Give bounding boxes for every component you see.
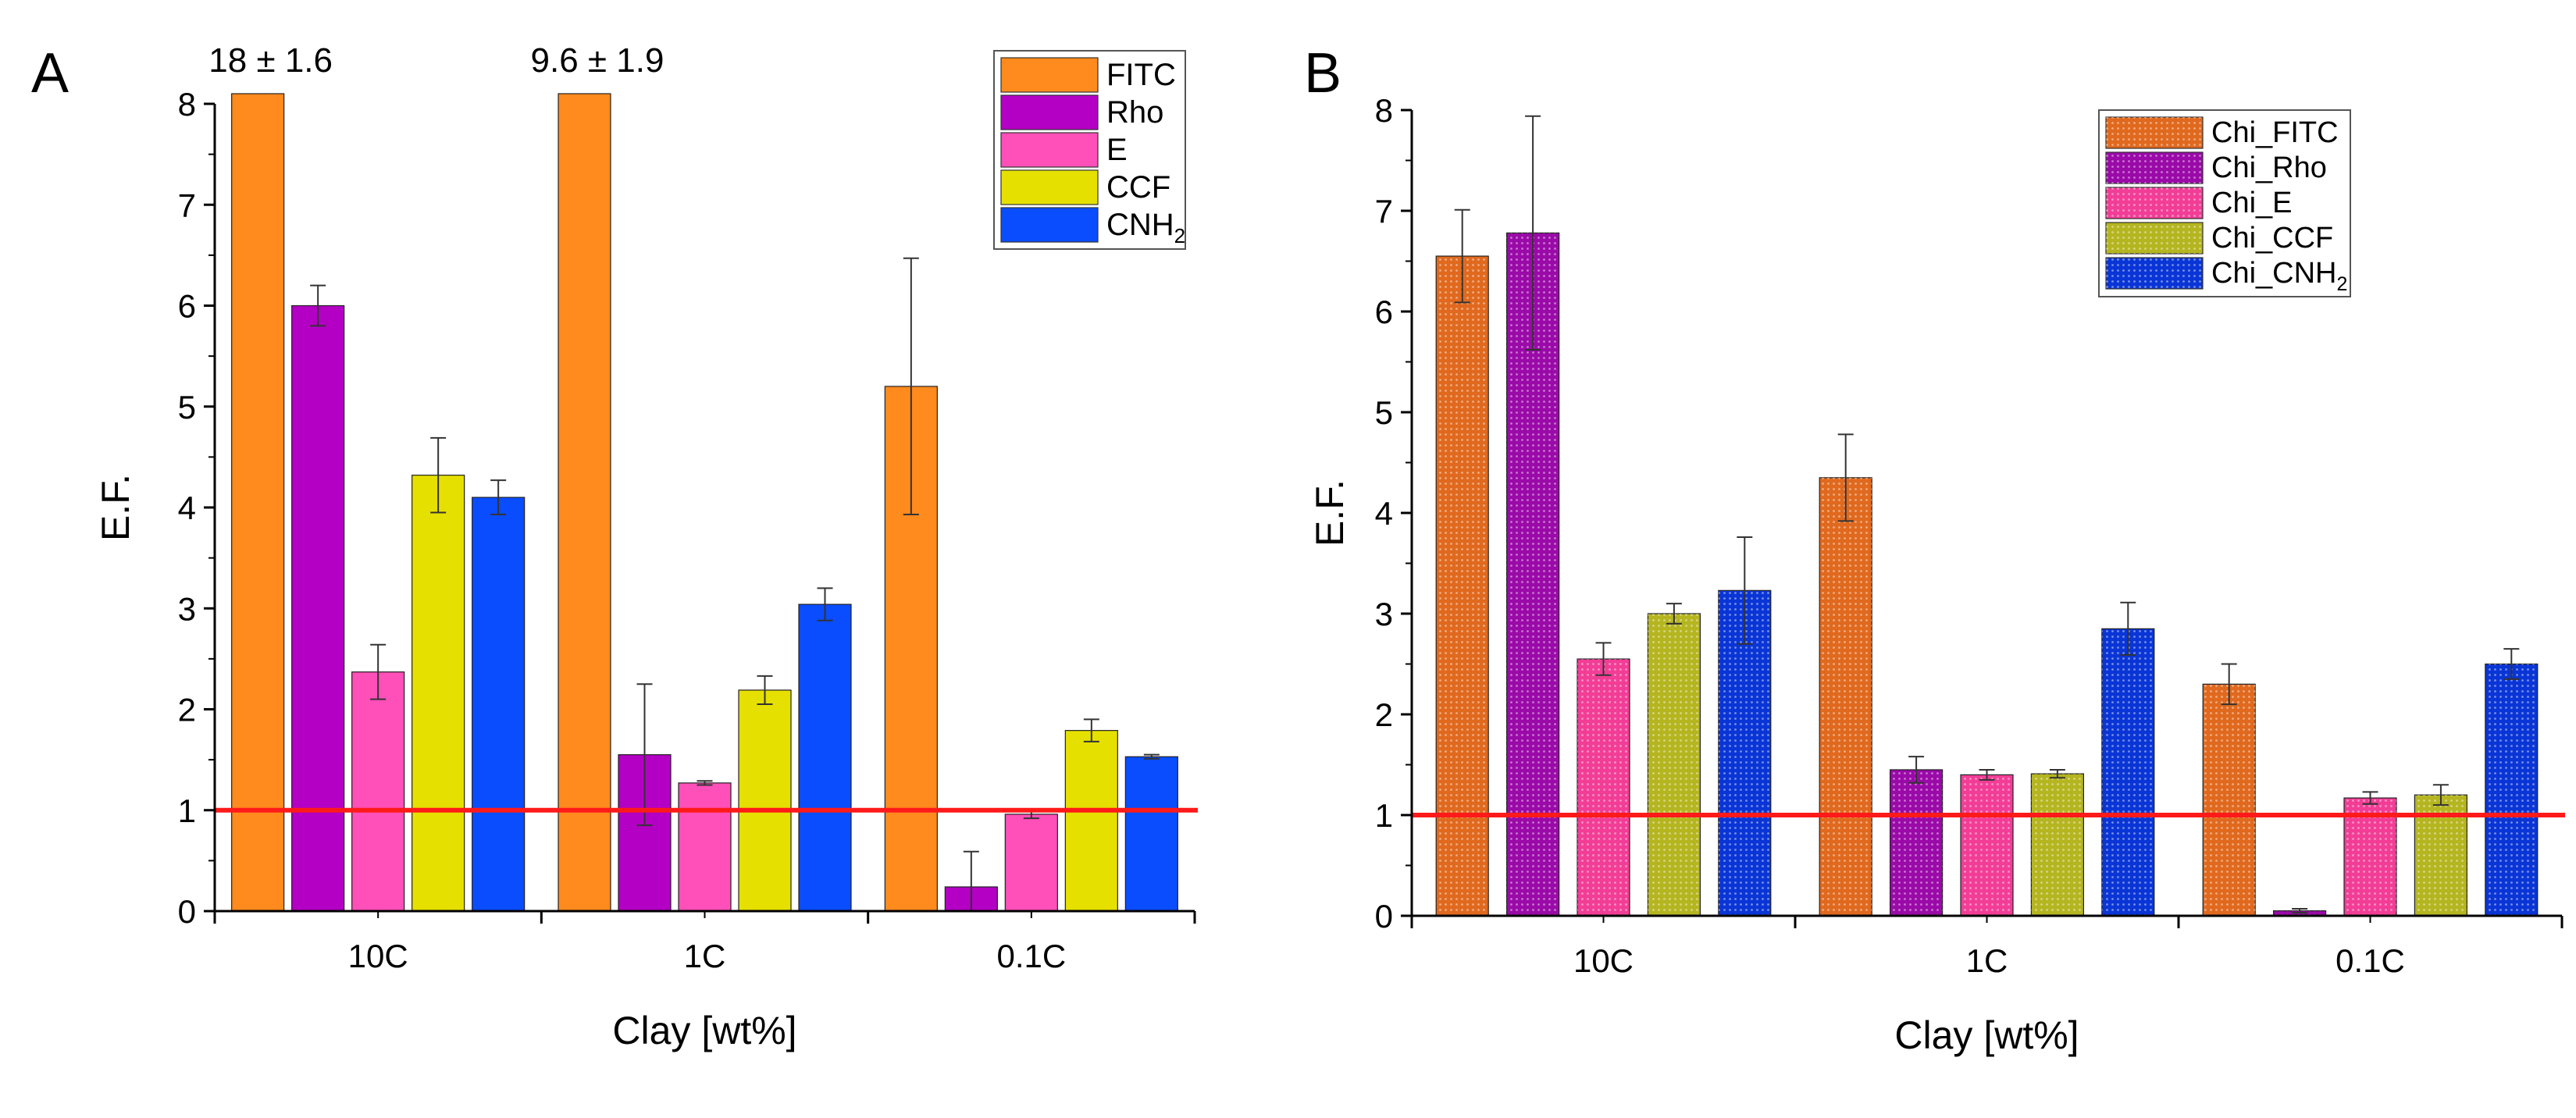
bar [678, 782, 732, 912]
legend-label-main: CCF [1106, 170, 1170, 205]
bar [291, 304, 345, 912]
legend-swatch-texture [2106, 117, 2203, 148]
bar-texture [2485, 664, 2538, 916]
legend-label: Chi_FITC [2211, 116, 2339, 149]
y-tick-label: 0 [1375, 898, 1393, 935]
bar-texture [2203, 684, 2256, 916]
legend-label-main: Chi_CCF [2211, 222, 2333, 255]
legend-label-main: Rho [1106, 95, 1163, 130]
bar [412, 475, 465, 912]
y-tick-label: 3 [1375, 596, 1393, 632]
panel-label: B [1304, 42, 1341, 105]
legend-label: Chi_CNH2 [2211, 257, 2347, 295]
y-tick-label: 0 [178, 893, 196, 930]
legend-label: CCF [1106, 170, 1170, 205]
bar-texture [1890, 769, 1943, 916]
bar [798, 604, 852, 912]
legend-label: Chi_Rho [2211, 151, 2327, 184]
bar-texture [1819, 477, 1872, 916]
y-tick-label: 3 [178, 590, 196, 627]
legend-swatch [1000, 207, 1099, 243]
y-tick-label: 6 [178, 288, 196, 325]
legend-label-subscript: 2 [1174, 224, 1185, 247]
bar [472, 497, 526, 912]
legend-label-main: Chi_CNH [2211, 257, 2336, 290]
y-tick-label: 8 [178, 86, 196, 123]
legend-label-main: E [1106, 133, 1128, 167]
y-tick-label: 5 [178, 389, 196, 425]
legend-swatch-texture [2106, 187, 2203, 219]
legend-label-main: CNH [1106, 208, 1174, 242]
legend-swatch [1000, 57, 1099, 93]
y-tick-label: 4 [1375, 495, 1393, 532]
bar-texture [1961, 774, 2013, 916]
legend-label-main: Chi_Rho [2211, 151, 2327, 184]
bar [1004, 814, 1058, 912]
legend-label: CNH2 [1106, 208, 1185, 247]
bar [1064, 730, 1118, 912]
legend-swatch [1000, 169, 1099, 205]
bar [738, 689, 792, 912]
x-tick-label: 10C [348, 938, 408, 974]
bar-annotation: 9.6 ± 1.9 [531, 41, 664, 80]
bar [558, 93, 611, 912]
legend-swatch-texture [2106, 223, 2203, 254]
legend-swatch [1000, 132, 1099, 168]
y-tick-label: 2 [1375, 696, 1393, 733]
bar [1124, 756, 1178, 912]
y-tick-label: 2 [178, 692, 196, 728]
y-tick-label: 5 [1375, 394, 1393, 431]
y-axis-title: E.F. [94, 474, 137, 541]
bar-texture [1648, 614, 1701, 916]
legend-label: E [1106, 133, 1128, 167]
legend-swatch-texture [2106, 258, 2203, 289]
y-tick-label: 1 [178, 792, 196, 829]
y-tick-label: 7 [178, 187, 196, 223]
bar-texture [1577, 659, 1630, 916]
x-axis-title: Clay [wt%] [1894, 1013, 2079, 1057]
bar-texture [2031, 774, 2084, 916]
y-tick-label: 6 [1375, 294, 1393, 330]
legend-swatch-texture [2106, 152, 2203, 183]
y-axis-title: E.F. [1308, 479, 1352, 547]
legend-label-main: Chi_E [2211, 187, 2293, 219]
x-tick-label: 0.1C [2336, 942, 2405, 979]
legend-label: Chi_E [2211, 187, 2293, 219]
bar-texture [2101, 628, 2154, 916]
panel-a-chart: A 0 1 2 3 4 5 6 7 8 10C 1C 0.1C Clay [wt%] E.F. 18 ± 1.… [31, 41, 1198, 1052]
legend-swatch [1000, 94, 1099, 130]
bar-texture [1436, 256, 1489, 916]
x-tick-label: 1C [684, 938, 726, 974]
y-tick-label: 8 [1375, 92, 1393, 129]
y-tick-label: 7 [1375, 193, 1393, 230]
legend-label-main: Chi_FITC [2211, 116, 2339, 149]
y-tick-label: 4 [178, 490, 196, 526]
bar-texture [2344, 798, 2396, 916]
y-tick-label: 1 [1375, 797, 1393, 834]
legend-label: FITC [1106, 58, 1176, 92]
bar-texture [1718, 590, 1771, 916]
panel-b-chart: B 0 1 2 3 4 5 6 7 8 10C 1C 0.1C Clay [wt%] E.F. Chi_FIT… [1304, 42, 2565, 1057]
bar [351, 671, 405, 912]
legend-label-main: FITC [1106, 58, 1176, 92]
legend-label-subscript: 2 [2336, 273, 2347, 295]
bar [231, 93, 285, 912]
panel-label: A [31, 42, 69, 105]
bar-annotation: 18 ± 1.6 [208, 41, 333, 80]
legend-label: Chi_CCF [2211, 222, 2333, 255]
x-tick-label: 0.1C [996, 938, 1066, 974]
x-axis-title: Clay [wt%] [612, 1009, 796, 1052]
x-tick-label: 1C [1966, 942, 2008, 979]
legend-label: Rho [1106, 95, 1163, 130]
x-tick-label: 10C [1573, 942, 1634, 979]
